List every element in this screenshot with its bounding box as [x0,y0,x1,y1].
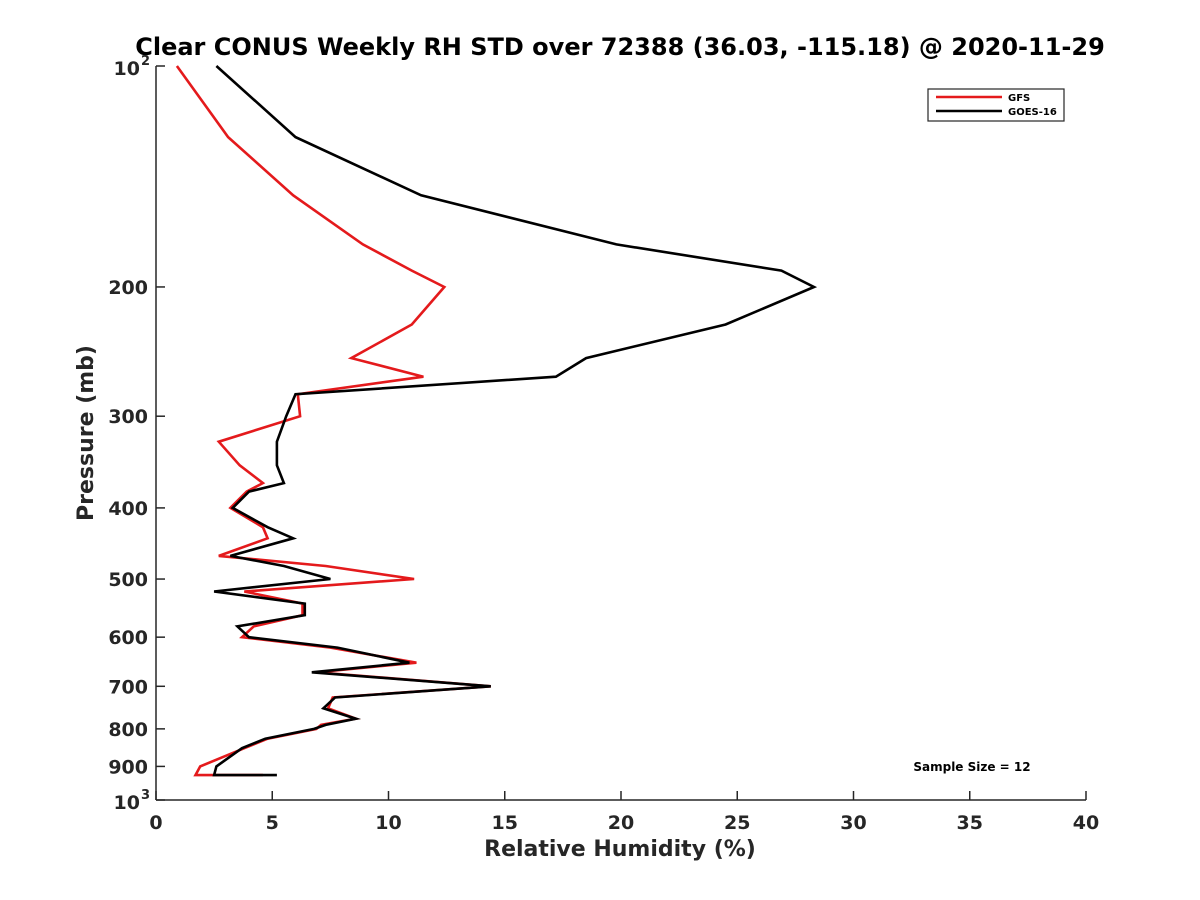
x-tick-label-30: 30 [840,812,866,834]
x-tick-label-15: 15 [492,812,518,834]
legend-label-goes-16: GOES-16 [1008,107,1057,118]
y-tick-exponent-2: 2 [141,54,150,69]
x-tick-label-35: 35 [957,812,983,834]
y-tick-label-300: 300 [108,406,148,428]
legend: GFS GOES-16 [927,88,1065,122]
x-tick-label-10: 10 [375,812,401,834]
sample-size-annotation: Sample Size = 12 [913,760,1030,774]
y-tick-label-500: 500 [108,569,148,591]
chart-title: Clear CONUS Weekly RH STD over 72388 (36… [135,33,1105,61]
series-lines [175,65,818,777]
y-tick-label-10-3: 10 [114,792,140,814]
y-tick-label-200: 200 [108,277,148,299]
y-tick-label-10-2: 10 [114,58,140,80]
series-line-gfs [175,65,491,777]
x-axis-label: Relative Humidity (%) [484,837,756,862]
legend-box [927,88,1065,122]
x-axis-ticks: 0 5 10 15 20 25 30 35 40 [149,791,1099,834]
x-tick-label-0: 0 [149,812,162,834]
x-tick-label-5: 5 [266,812,279,834]
plot-area [155,66,1086,801]
y-tick-label-900: 900 [108,756,148,778]
x-tick-label-40: 40 [1073,812,1099,834]
y-tick-label-400: 400 [108,498,148,520]
legend-label-gfs: GFS [1008,93,1030,104]
y-tick-exponent-3: 3 [141,788,150,803]
series-line-goes-16 [212,65,818,777]
x-tick-label-20: 20 [608,812,634,834]
y-tick-label-600: 600 [108,627,148,649]
x-tick-label-25: 25 [724,812,750,834]
y-tick-label-700: 700 [108,676,148,698]
y-tick-label-800: 800 [108,719,148,741]
y-axis-label: Pressure (mb) [74,345,99,521]
